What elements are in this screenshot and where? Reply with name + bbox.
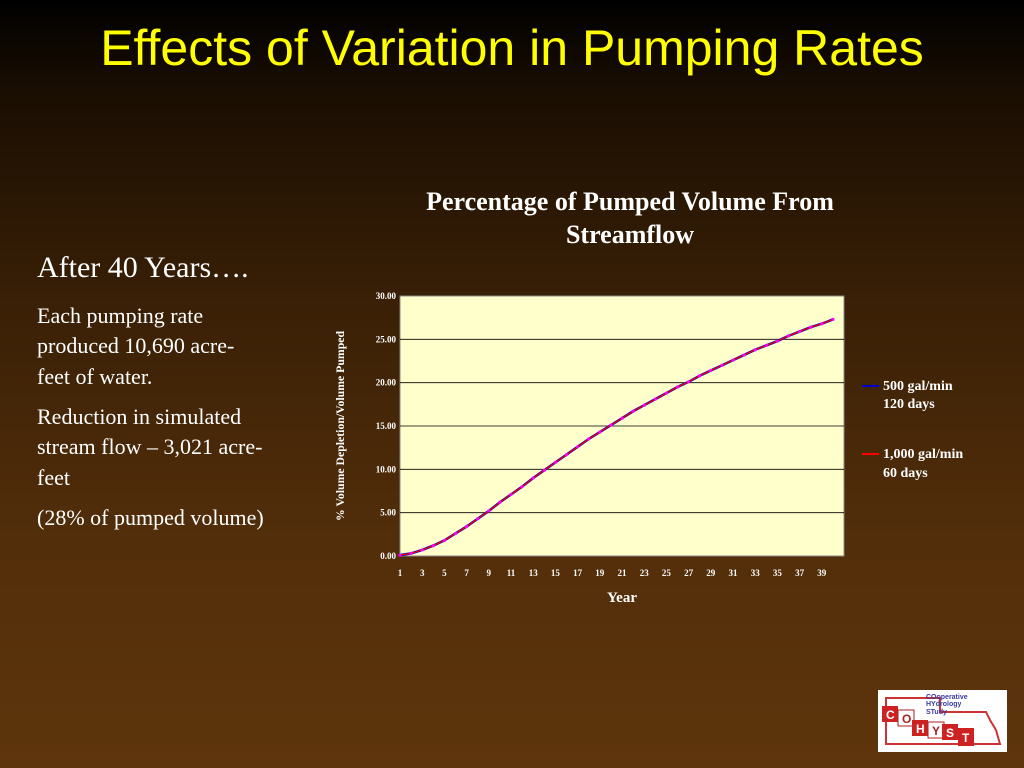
legend-label-500-line2: 120 days [883,397,935,413]
data-point [642,403,646,407]
y-tick-label: 15.00 [376,421,397,431]
data-point [664,391,668,395]
data-point [820,322,824,326]
logo-letter-h: H [916,722,925,736]
x-tick-label: 13 [529,568,539,578]
y-axis-title: % Volume Depletion/Volume Pumped [333,331,347,521]
logo-letter-o: O [902,712,911,726]
data-point [675,385,680,389]
logo-word-3: STudy [926,708,947,716]
data-point [620,416,624,420]
x-tick-label: 35 [773,568,783,578]
data-point [731,358,735,362]
x-tick-label: 31 [729,568,739,578]
y-tick-label: 10.00 [376,464,397,474]
x-tick-label: 29 [706,568,716,578]
x-axis-title: Year [607,590,637,606]
logo-letter-y: Y [932,724,940,738]
legend-swatch-500 [862,385,879,387]
data-point [420,548,424,552]
legend-item-500: 500 gal/min 120 days [862,378,1024,414]
x-tick-label: 17 [573,568,583,578]
data-point [698,374,702,378]
x-tick-label: 3 [420,568,425,578]
summary-paragraph-1: Each pumping rate produced 10,690 acre- … [37,303,235,389]
y-tick-label: 5.00 [380,508,396,518]
legend-label-1000-line2: 60 days [883,465,928,481]
x-tick-label: 23 [640,568,650,578]
data-point [609,423,613,427]
x-tick-label: 27 [684,568,694,578]
data-point [587,437,591,441]
data-point [753,348,757,352]
data-point [720,363,724,367]
logo-letter-s: S [946,726,954,740]
x-tick-label: 7 [464,568,469,578]
data-point [553,460,557,464]
x-tick-label: 21 [618,568,628,578]
summary-paragraph-2: Reduction in simulated stream flow – 3,0… [37,404,263,490]
legend-label-500-line1: 500 gal/min [883,379,953,394]
slide-title: Effects of Variation in Pumping Rates [100,20,924,76]
legend-label-1000-line1: 1,000 gal/min [883,447,964,463]
data-point [509,492,513,497]
data-point [487,509,491,513]
y-tick-label: 20.00 [376,378,397,388]
data-point [564,453,569,457]
data-point [831,317,835,321]
logo-word-1: COoperative [926,694,968,701]
data-point [809,325,813,329]
data-point [409,551,413,555]
summary-text: After 40 Years…. Each pumping rate produ… [37,248,267,544]
data-point [742,353,746,357]
data-point [520,485,524,489]
y-tick-label: 0.00 [380,551,396,561]
data-point [798,329,802,334]
series-line-1 [399,318,834,556]
data-point [431,544,435,548]
x-tick-label: 5 [442,568,447,578]
legend-item-1000: 1,000 gal/min 60 days [862,446,1024,482]
data-point [498,500,502,504]
x-tick-label: 19 [595,568,605,578]
logo-word-2: HYdrology [926,701,962,709]
data-point [709,368,713,373]
y-tick-label: 30.00 [376,291,397,301]
x-tick-label: 9 [487,568,492,578]
data-point [775,339,779,343]
summary-heading: After 40 Years…. [37,251,249,284]
chart-legend: 500 gal/min 120 days 1,000 gal/min 60 da… [862,378,1024,483]
data-point [453,531,458,536]
data-point [598,430,602,434]
logo-letter-c: C [886,708,895,722]
nebraska-map-icon: C O H Y S T [882,697,1002,746]
data-point [576,445,580,449]
data-point [631,409,635,413]
x-tick-label: 1 [398,568,403,578]
logo-words: COoperative HYdrology STudy [926,694,968,716]
data-point [476,517,480,521]
chart-title: Percentage of Pumped Volume From Streamf… [426,187,834,249]
data-point [442,538,446,542]
x-tick-label: 11 [507,568,516,578]
logo-letter-t: T [962,731,970,745]
data-point [531,476,535,480]
x-tick-label: 37 [795,568,805,578]
data-point [764,343,768,347]
data-point [786,334,791,338]
x-tick-label: 39 [817,568,827,578]
legend-swatch-1000 [862,453,879,456]
x-tick-label: 25 [662,568,672,578]
x-tick-label: 33 [751,568,761,578]
data-point [398,553,402,557]
data-point [653,397,657,401]
cohyst-logo: C O H Y S T COoperative HYdrology STudy [878,690,1007,752]
y-tick-label: 25.00 [376,334,397,344]
data-point [687,380,691,384]
data-point [542,468,546,472]
x-tick-label: 15 [551,568,561,578]
summary-paragraph-3: (28% of pumped volume) [37,505,264,531]
data-point [465,524,469,529]
